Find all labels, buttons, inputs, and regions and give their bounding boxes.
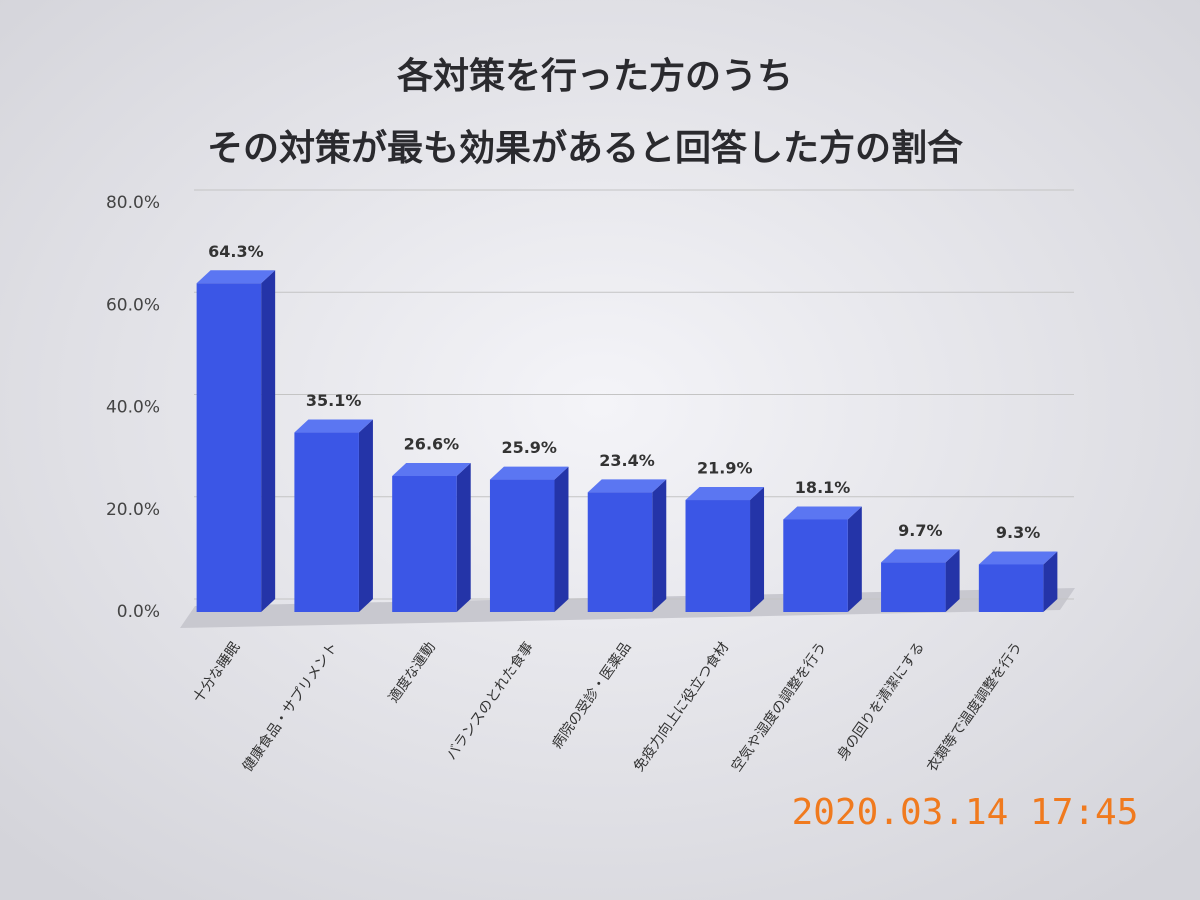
photo-timestamp: 2020.03.14 17:45: [792, 792, 1139, 833]
bar: [685, 500, 751, 612]
value-label: 9.3%: [996, 523, 1040, 542]
value-label: 23.4%: [599, 451, 655, 470]
bar: [392, 476, 457, 612]
bar: [783, 519, 848, 612]
bar: [489, 479, 555, 612]
bar-top: [587, 479, 667, 493]
bar-top: [196, 270, 276, 284]
value-label: 9.7%: [898, 521, 942, 540]
bar-top: [489, 466, 569, 480]
bar-side: [554, 466, 569, 612]
bar: [881, 562, 946, 612]
bar-side: [750, 487, 765, 612]
bar-top: [783, 506, 862, 520]
value-label: 26.6%: [404, 435, 460, 454]
bar-top: [685, 487, 765, 501]
value-label: 21.9%: [697, 459, 753, 478]
y-tick-label: 0.0%: [117, 602, 160, 622]
value-label: 25.9%: [501, 438, 557, 457]
bar-side: [456, 463, 471, 612]
y-tick-label: 40.0%: [106, 398, 160, 418]
bar-side: [652, 479, 667, 612]
bar-side: [358, 419, 373, 612]
chart-title: その対策が最も効果があると回答した方の割合: [207, 128, 963, 169]
bar: [294, 432, 359, 612]
bar: [196, 283, 262, 612]
bar: [587, 492, 653, 612]
y-tick-label: 20.0%: [106, 500, 160, 520]
bar-side: [945, 549, 960, 612]
value-label: 35.1%: [306, 391, 362, 410]
bar-side: [847, 506, 862, 612]
bar: [978, 564, 1044, 612]
bar-top: [294, 419, 373, 433]
value-label: 18.1%: [795, 478, 851, 497]
y-tick-label: 80.0%: [106, 193, 160, 213]
bar-top: [881, 549, 960, 563]
chart-title: 各対策を行った方のうち: [397, 56, 793, 97]
bar-side: [1043, 551, 1058, 612]
bar-top: [978, 551, 1058, 565]
value-label: 64.3%: [208, 242, 264, 261]
bar-side: [261, 270, 276, 612]
bar-top: [392, 463, 471, 477]
y-tick-label: 60.0%: [106, 295, 160, 315]
